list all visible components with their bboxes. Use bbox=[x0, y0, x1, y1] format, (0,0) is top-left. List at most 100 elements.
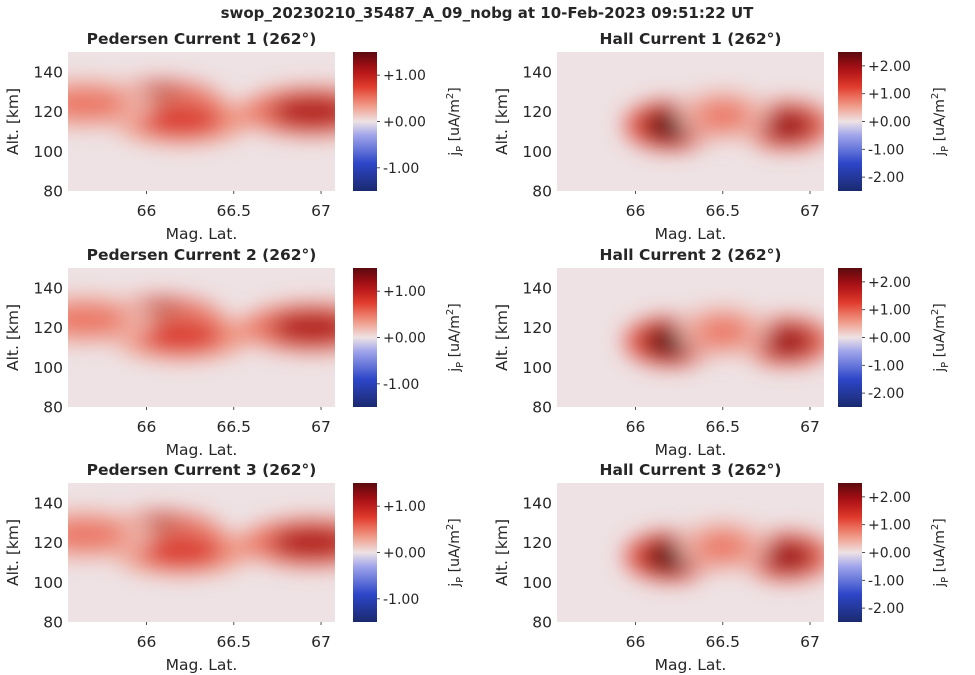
colorbar-label: jP [uA/m2] bbox=[930, 87, 951, 156]
heatmap-blob-2 bbox=[760, 109, 815, 142]
y-tick-label: 120 bbox=[33, 103, 63, 121]
heatmap-blob-2 bbox=[139, 534, 224, 567]
heatmap-blob-2 bbox=[760, 540, 815, 573]
x-tick-label: 66.5 bbox=[217, 202, 252, 220]
y-tick-label: 80 bbox=[43, 399, 63, 417]
colorbar-tick-label: +0.00 bbox=[383, 331, 426, 347]
chart-title: Pedersen Current 2 (262°) bbox=[87, 246, 317, 264]
heatmap-blob-3 bbox=[270, 526, 335, 559]
heatmap-blob-3 bbox=[695, 315, 750, 348]
x-tick-label: 66 bbox=[137, 633, 157, 651]
colorbar-gradient bbox=[838, 52, 862, 191]
colorbar-gradient bbox=[353, 483, 377, 622]
x-tick-label: 66.5 bbox=[217, 418, 252, 436]
colorbar-gradient bbox=[353, 268, 377, 407]
heatmap-blobs bbox=[68, 295, 335, 360]
x-axis-label: Mag. Lat. bbox=[166, 225, 238, 243]
colorbar-tick-label: +0.00 bbox=[868, 546, 911, 562]
colorbar: +2.00 +1.00 +0.00 -1.00 -2.00 jP [uA/m2] bbox=[838, 52, 951, 191]
colorbar-gradient bbox=[838, 268, 862, 407]
figure-title: swop_20230210_35487_A_09_nobg at 10-Feb-… bbox=[221, 4, 755, 22]
heatmap-field bbox=[68, 510, 335, 575]
heatmap-blob-4 bbox=[68, 87, 128, 120]
y-axis-label: Alt. [km] bbox=[4, 519, 22, 586]
colorbar-tick-label: +2.00 bbox=[868, 490, 911, 506]
colorbar-gradient bbox=[838, 483, 862, 622]
heatmap-field bbox=[68, 295, 335, 360]
chart-title: Pedersen Current 3 (262°) bbox=[87, 461, 317, 479]
y-tick-label: 80 bbox=[43, 183, 63, 201]
colorbar-tick-label: +0.00 bbox=[868, 331, 911, 347]
heatmap-blob-3 bbox=[695, 530, 750, 563]
y-tick-label: 120 bbox=[522, 319, 552, 337]
heatmap-blob-3 bbox=[695, 99, 750, 132]
colorbar-tick-label: +0.00 bbox=[383, 546, 426, 562]
heatmap-blob-4 bbox=[68, 518, 128, 551]
heatmap-blob-2 bbox=[139, 319, 224, 352]
colorbar-tick-label: +1.00 bbox=[383, 68, 426, 84]
colorbar-label: jP [uA/m2] bbox=[930, 303, 951, 372]
heatmap-field bbox=[624, 522, 824, 581]
y-tick-label: 140 bbox=[522, 494, 552, 512]
heatmap-blobs bbox=[624, 307, 824, 366]
y-tick-label: 100 bbox=[522, 574, 552, 592]
x-axis-label: Mag. Lat. bbox=[166, 656, 238, 674]
chart-panel-5: Pedersen Current 3 (262°) 66 66.5 67 Mag. La… bbox=[4, 461, 466, 674]
colorbar-tick-label: -1.00 bbox=[383, 161, 419, 177]
x-tick-label: 67 bbox=[800, 202, 820, 220]
y-axis-label: Alt. [km] bbox=[4, 304, 22, 371]
x-tick-label: 66.5 bbox=[706, 418, 741, 436]
y-axis-label: Alt. [km] bbox=[493, 304, 511, 371]
x-axis-label: Mag. Lat. bbox=[166, 441, 238, 459]
chart-title: Hall Current 3 (262°) bbox=[600, 461, 782, 479]
y-tick-label: 120 bbox=[33, 319, 63, 337]
y-tick-label: 80 bbox=[43, 614, 63, 632]
y-tick-label: 140 bbox=[522, 279, 552, 297]
heatmap-field bbox=[624, 91, 824, 150]
chart-panel-6: Hall Current 3 (262°) 66 66.5 67 Mag. Lat. 80… bbox=[493, 461, 951, 674]
colorbar-tick-label: +1.00 bbox=[868, 303, 911, 319]
colorbar-tick-label: -2.00 bbox=[868, 386, 904, 402]
x-tick-label: 67 bbox=[800, 418, 820, 436]
colorbar-label: jP [uA/m2] bbox=[445, 87, 466, 156]
chart-title: Hall Current 1 (262°) bbox=[600, 30, 782, 48]
x-axis-label: Mag. Lat. bbox=[655, 441, 727, 459]
colorbar-label: jP [uA/m2] bbox=[445, 303, 466, 372]
heatmap-field bbox=[68, 79, 335, 144]
colorbar-tick-label: -1.00 bbox=[868, 358, 904, 374]
colorbar-tick-label: -1.00 bbox=[383, 377, 419, 393]
x-tick-label: 66.5 bbox=[217, 633, 252, 651]
y-tick-label: 80 bbox=[532, 183, 552, 201]
y-tick-label: 120 bbox=[522, 103, 552, 121]
colorbar: +1.00 +0.00 -1.00 jP [uA/m2] bbox=[353, 268, 466, 407]
y-tick-label: 120 bbox=[33, 534, 63, 552]
colorbar-tick-label: +1.00 bbox=[383, 499, 426, 515]
y-tick-label: 100 bbox=[33, 574, 63, 592]
heatmap-blobs bbox=[68, 510, 335, 575]
colorbar-tick-label: -1.00 bbox=[868, 573, 904, 589]
colorbar: +1.00 +0.00 -1.00 jP [uA/m2] bbox=[353, 52, 466, 191]
y-tick-label: 140 bbox=[33, 279, 63, 297]
x-axis-label: Mag. Lat. bbox=[655, 656, 727, 674]
y-tick-label: 80 bbox=[532, 399, 552, 417]
x-tick-label: 66 bbox=[626, 418, 646, 436]
x-tick-label: 66 bbox=[137, 202, 157, 220]
colorbar-tick-label: +1.00 bbox=[868, 87, 911, 103]
colorbar: +1.00 +0.00 -1.00 jP [uA/m2] bbox=[353, 483, 466, 622]
y-tick-label: 100 bbox=[522, 143, 552, 161]
heatmap-blobs bbox=[624, 91, 824, 150]
heatmap-blob-2 bbox=[139, 103, 224, 136]
colorbar: +2.00 +1.00 +0.00 -1.00 -2.00 jP [uA/m2] bbox=[838, 268, 951, 407]
colorbar-tick-label: +2.00 bbox=[868, 59, 911, 75]
colorbar-tick-label: +0.00 bbox=[383, 115, 426, 131]
heatmap-blobs bbox=[624, 522, 824, 581]
chart-panel-3: Pedersen Current 2 (262°) 66 66.5 67 Mag. La… bbox=[4, 246, 466, 459]
heatmap-blob-3 bbox=[270, 311, 335, 344]
chart-panel-4: Hall Current 2 (262°) 66 66.5 67 Mag. Lat. 80… bbox=[493, 246, 951, 459]
y-axis-label: Alt. [km] bbox=[4, 88, 22, 155]
y-tick-label: 140 bbox=[522, 63, 552, 81]
x-tick-label: 67 bbox=[800, 633, 820, 651]
y-tick-label: 100 bbox=[33, 359, 63, 377]
colorbar-tick-label: +2.00 bbox=[868, 275, 911, 291]
